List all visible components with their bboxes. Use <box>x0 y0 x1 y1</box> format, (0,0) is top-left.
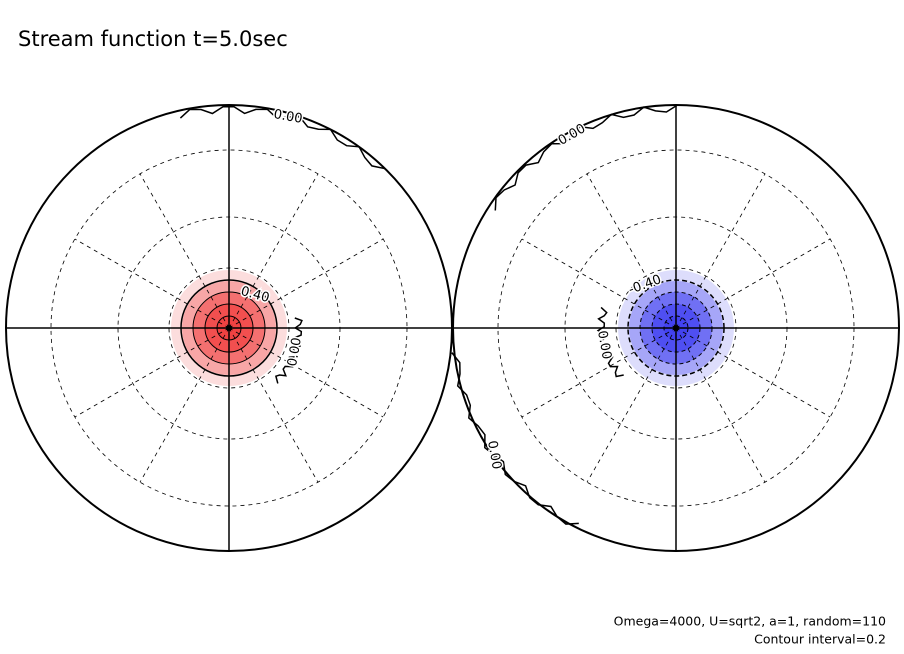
contour <box>274 317 303 384</box>
annotation: Omega=4000, U=sqrt2, a=1, random=110 <box>614 614 886 629</box>
meridian <box>228 238 384 329</box>
contour <box>451 352 579 525</box>
annotation: Contour interval=0.2 <box>754 632 886 647</box>
pole <box>226 325 232 331</box>
meridian <box>228 327 384 418</box>
contour-label: 0.00 <box>272 107 303 127</box>
contour <box>627 279 725 377</box>
contour <box>180 279 278 377</box>
pole <box>673 325 679 331</box>
meridian <box>74 238 230 329</box>
meridian <box>74 327 230 418</box>
meridian <box>521 327 677 418</box>
contour <box>494 104 678 211</box>
contour-label: 0.00 <box>594 329 614 360</box>
meridian <box>521 238 677 329</box>
contour-label: 0.00 <box>484 439 504 470</box>
frame <box>452 104 900 552</box>
chart-title: Stream function t=5.0sec <box>18 27 288 51</box>
meridian <box>228 327 319 483</box>
meridian <box>675 238 831 329</box>
meridian <box>139 327 230 483</box>
contour-label: 0.00 <box>285 336 305 367</box>
meridian <box>586 173 677 329</box>
meridian <box>675 173 766 329</box>
meridian <box>586 327 677 483</box>
contour <box>179 106 385 170</box>
contour <box>596 306 624 378</box>
meridian <box>139 173 230 329</box>
meridian <box>228 173 319 329</box>
meridian <box>675 327 831 418</box>
meridian <box>675 327 766 483</box>
